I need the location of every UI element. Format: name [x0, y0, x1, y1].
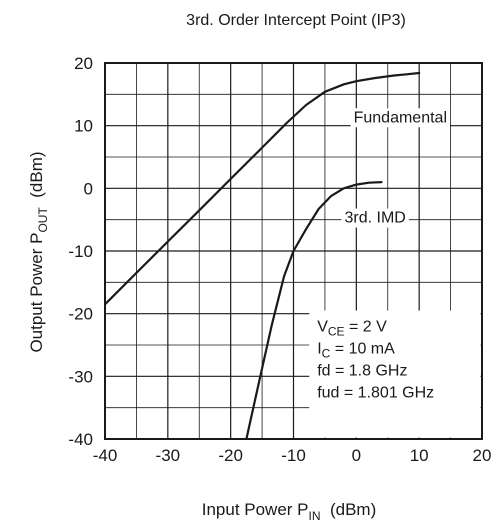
x-tick-label: 0 — [352, 446, 361, 465]
series-line-3rd-imd — [245, 181, 383, 441]
x-tick-label: 20 — [473, 446, 492, 465]
x-tick-label: -20 — [218, 446, 243, 465]
y-tick-label: -20 — [68, 305, 93, 324]
series-line-fundamental — [103, 71, 421, 306]
x-tick-label: -30 — [156, 446, 181, 465]
plot-frame — [104, 62, 483, 440]
x-axis-label: Input Power PIN (dBm) — [202, 500, 377, 523]
series-lines — [103, 71, 421, 441]
tick-labels: -40 -30 -20 -10 0 10 20 -40 -30 -20 -10 0 10 20 — [68, 54, 491, 465]
condition-line: VCE = 2 V — [317, 319, 387, 339]
y-tick-label: 0 — [84, 179, 93, 198]
series-annotation: Fundamental — [354, 109, 447, 126]
condition-line: IC = 10 mA — [317, 341, 395, 361]
y-tick-label: 10 — [74, 117, 93, 136]
x-tick-label: 10 — [410, 446, 429, 465]
conditions-box — [309, 310, 481, 438]
condition-line: fud = 1.801 GHz — [317, 385, 434, 402]
x-tick-label: -40 — [93, 446, 118, 465]
y-tick-label: -30 — [68, 367, 93, 386]
chart-title: 3rd. Order Intercept Point (IP3) — [186, 12, 406, 29]
series-annotation: 3rd. IMD — [345, 210, 406, 227]
y-tick-label: -10 — [68, 242, 93, 261]
y-axis-label: Output Power POUT (dBm) — [27, 151, 50, 352]
y-tick-label: -40 — [68, 430, 93, 449]
x-tick-label: -10 — [281, 446, 306, 465]
y-tick-label: 20 — [74, 54, 93, 73]
condition-line: fd = 1.8 GHz — [317, 363, 407, 380]
